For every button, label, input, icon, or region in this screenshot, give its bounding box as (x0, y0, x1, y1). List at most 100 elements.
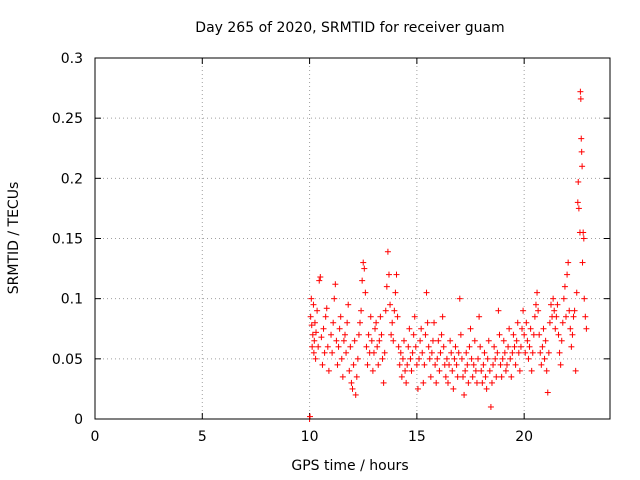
data-point (534, 289, 541, 296)
data-point (416, 355, 423, 362)
data-point (393, 271, 400, 278)
data-point (370, 349, 377, 356)
data-point (583, 325, 590, 332)
data-point (314, 307, 321, 314)
data-point (555, 331, 562, 338)
data-point (469, 373, 476, 380)
data-point (522, 349, 529, 356)
data-point (507, 355, 514, 362)
y-tick-label: 0.3 (61, 51, 83, 67)
data-point (573, 289, 580, 296)
data-point (321, 349, 328, 356)
data-point (437, 349, 444, 356)
data-point (455, 349, 462, 356)
data-point (411, 313, 418, 320)
data-point (450, 385, 457, 392)
data-point (336, 325, 343, 332)
data-point (372, 325, 379, 332)
data-point (373, 319, 380, 326)
data-point (318, 334, 325, 341)
data-point (541, 355, 548, 362)
data-point (521, 331, 528, 338)
data-point (412, 343, 419, 350)
data-point (570, 313, 577, 320)
x-axis-label: GPS time / hours (291, 458, 408, 474)
data-point (482, 373, 489, 380)
data-point (493, 373, 500, 380)
data-point (323, 305, 330, 312)
data-point (442, 373, 449, 380)
data-point (406, 325, 413, 332)
data-point (308, 322, 315, 329)
data-point (413, 361, 420, 368)
data-point (484, 355, 491, 362)
data-point (465, 379, 472, 386)
data-point (361, 265, 368, 272)
data-point (540, 325, 547, 332)
data-point (401, 337, 407, 344)
data-point (446, 361, 453, 368)
data-point (328, 331, 335, 338)
data-point (479, 379, 486, 386)
data-point (399, 355, 406, 362)
data-point (431, 319, 438, 326)
x-tick-label: 0 (91, 429, 100, 445)
data-point (477, 343, 484, 350)
data-point (528, 367, 535, 374)
data-point (500, 337, 507, 344)
data-point (466, 343, 473, 350)
data-point (511, 343, 518, 350)
data-point (456, 295, 463, 302)
data-point (531, 313, 538, 320)
data-point (462, 367, 469, 374)
data-point (480, 361, 487, 368)
data-point (579, 259, 586, 266)
data-point (569, 331, 576, 338)
data-point (512, 361, 519, 368)
data-point (319, 361, 326, 368)
data-point (436, 367, 443, 374)
data-point (316, 277, 323, 284)
data-point (426, 355, 433, 362)
data-point (434, 355, 441, 362)
data-point (509, 349, 516, 356)
data-point (551, 307, 558, 314)
data-point (553, 313, 560, 320)
data-point (402, 367, 409, 374)
data-point (320, 325, 327, 332)
x-tick-label: 5 (198, 429, 207, 445)
data-point (338, 355, 345, 362)
data-point (410, 331, 417, 338)
data-point (554, 301, 561, 308)
data-point (502, 367, 509, 374)
data-point (414, 385, 421, 392)
data-point (394, 313, 401, 320)
data-point (447, 337, 454, 344)
data-point (365, 331, 372, 338)
data-point (571, 307, 578, 314)
data-point (539, 343, 546, 350)
data-point (388, 331, 395, 338)
data-point (501, 349, 508, 356)
y-tick-label: 0 (74, 412, 83, 428)
data-point (311, 337, 318, 344)
data-point (523, 319, 530, 326)
data-point (405, 343, 412, 350)
data-point (508, 373, 515, 380)
data-point (397, 349, 404, 356)
data-point (572, 367, 579, 374)
data-points (306, 88, 590, 422)
data-point (561, 283, 568, 290)
data-point (427, 373, 434, 380)
data-point (310, 301, 317, 308)
data-point (395, 343, 402, 350)
data-point (341, 331, 348, 338)
data-point (312, 355, 319, 362)
data-point (578, 135, 585, 142)
data-point (425, 343, 432, 350)
data-point (488, 379, 495, 386)
data-point (309, 331, 316, 338)
data-point (345, 301, 352, 308)
